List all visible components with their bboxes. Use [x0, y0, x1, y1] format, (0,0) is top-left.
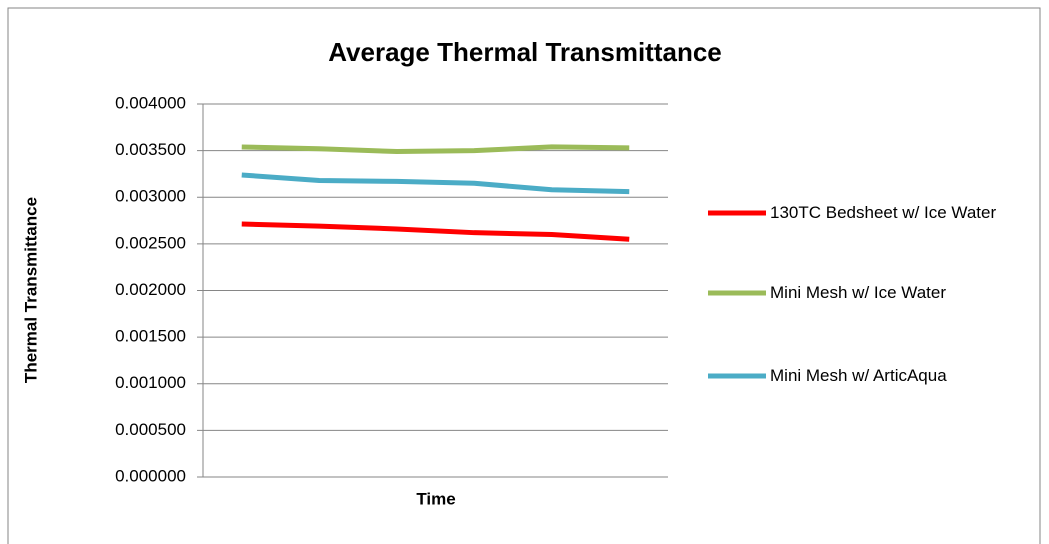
x-axis-title: Time — [416, 489, 455, 508]
series-line — [241, 221, 630, 242]
y-tick-label: 0.000500 — [115, 420, 186, 439]
y-tick-label: 0.003500 — [115, 140, 186, 159]
legend-entry: Mini Mesh w/ ArticAqua — [770, 366, 947, 385]
chart-frame — [7, 7, 1041, 544]
y-tick-label: 0.003000 — [115, 187, 186, 206]
y-tick-label: 0.002000 — [115, 280, 186, 299]
chart-title: Average Thermal Transmittance — [328, 37, 722, 67]
y-axis-title: Thermal Transmittance — [21, 197, 40, 383]
legend-label: 130TC Bedsheet w/ Ice Water — [770, 203, 997, 222]
y-tick-label: 0.002500 — [115, 233, 186, 252]
legend-entry: Mini Mesh w/ Ice Water — [770, 283, 947, 302]
y-tick-label: 0.001500 — [115, 327, 186, 346]
legend-label: Mini Mesh w/ Ice Water — [770, 283, 947, 302]
series-line — [241, 144, 630, 155]
series-line — [241, 172, 630, 195]
legend-label: Mini Mesh w/ ArticAqua — [770, 366, 947, 385]
y-tick-label: 0.004000 — [115, 93, 186, 112]
y-tick-label: 0.001000 — [115, 373, 186, 392]
y-tick-label: 0.000000 — [115, 466, 186, 485]
legend-entry: 130TC Bedsheet w/ Ice Water — [770, 203, 997, 222]
